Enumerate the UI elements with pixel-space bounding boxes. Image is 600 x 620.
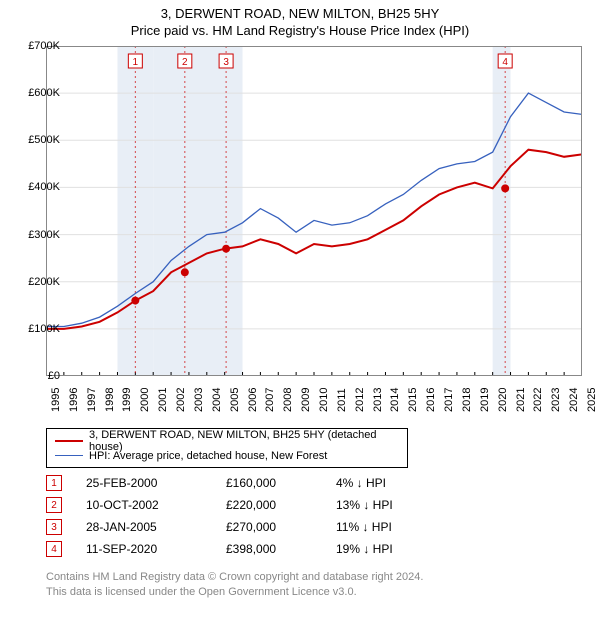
y-tick-label: £200K bbox=[28, 276, 60, 288]
sale-hpi-delta: 19% ↓ HPI bbox=[336, 542, 436, 556]
x-tick-label: 2014 bbox=[389, 388, 401, 412]
chart-title: 3, DERWENT ROAD, NEW MILTON, BH25 5HY bbox=[0, 0, 600, 21]
x-tick-label: 1999 bbox=[121, 388, 133, 412]
y-tick-label: £700K bbox=[28, 40, 60, 52]
sale-marker-icon: 2 bbox=[46, 497, 62, 513]
x-tick-label: 2015 bbox=[407, 388, 419, 412]
footer-line: This data is licensed under the Open Gov… bbox=[46, 585, 423, 600]
legend-row: 3, DERWENT ROAD, NEW MILTON, BH25 5HY (d… bbox=[55, 433, 399, 448]
svg-text:4: 4 bbox=[502, 57, 508, 68]
x-tick-label: 2022 bbox=[532, 388, 544, 412]
x-tick-label: 2017 bbox=[443, 388, 455, 412]
y-tick-label: £600K bbox=[28, 87, 60, 99]
x-tick-label: 2007 bbox=[264, 388, 276, 412]
x-tick-label: 2013 bbox=[372, 388, 384, 412]
sale-date: 28-JAN-2005 bbox=[86, 520, 226, 534]
x-tick-label: 1997 bbox=[86, 388, 98, 412]
chart-subtitle: Price paid vs. HM Land Registry's House … bbox=[0, 21, 600, 38]
y-tick-label: £500K bbox=[28, 134, 60, 146]
sale-date: 10-OCT-2002 bbox=[86, 498, 226, 512]
x-tick-label: 2003 bbox=[193, 388, 205, 412]
sale-hpi-delta: 4% ↓ HPI bbox=[336, 476, 436, 490]
sales-row: 2 10-OCT-2002£220,00013% ↓ HPI bbox=[46, 494, 436, 516]
x-tick-label: 2025 bbox=[586, 388, 598, 412]
x-tick-label: 2008 bbox=[282, 388, 294, 412]
y-tick-label: £400K bbox=[28, 181, 60, 193]
sale-date: 11-SEP-2020 bbox=[86, 542, 226, 556]
y-tick-label: £0 bbox=[48, 370, 60, 382]
x-tick-label: 2021 bbox=[515, 388, 527, 412]
x-tick-label: 2004 bbox=[211, 388, 223, 412]
legend-swatch bbox=[55, 440, 83, 442]
x-tick-label: 2012 bbox=[354, 388, 366, 412]
x-tick-label: 1998 bbox=[104, 388, 116, 412]
x-tick-label: 2019 bbox=[479, 388, 491, 412]
x-tick-label: 2023 bbox=[550, 388, 562, 412]
sale-price: £398,000 bbox=[226, 542, 336, 556]
sale-marker-icon: 4 bbox=[46, 541, 62, 557]
chart-container: 3, DERWENT ROAD, NEW MILTON, BH25 5HY Pr… bbox=[0, 0, 600, 620]
x-tick-label: 2024 bbox=[568, 388, 580, 412]
footer-line: Contains HM Land Registry data © Crown c… bbox=[46, 570, 423, 585]
sales-row: 4 11-SEP-2020£398,00019% ↓ HPI bbox=[46, 538, 436, 560]
sale-hpi-delta: 13% ↓ HPI bbox=[336, 498, 436, 512]
sale-price: £220,000 bbox=[226, 498, 336, 512]
sale-price: £270,000 bbox=[226, 520, 336, 534]
chart-svg: 1 2 3 4 bbox=[46, 46, 582, 376]
x-tick-label: 2006 bbox=[247, 388, 259, 412]
x-tick-label: 2016 bbox=[425, 388, 437, 412]
x-tick-label: 1996 bbox=[68, 388, 80, 412]
x-tick-label: 2009 bbox=[300, 388, 312, 412]
sales-row: 3 28-JAN-2005£270,00011% ↓ HPI bbox=[46, 516, 436, 538]
legend-swatch bbox=[55, 455, 83, 456]
x-tick-label: 2001 bbox=[157, 388, 169, 412]
y-tick-label: £100K bbox=[28, 323, 60, 335]
legend: 3, DERWENT ROAD, NEW MILTON, BH25 5HY (d… bbox=[46, 428, 408, 468]
x-tick-label: 2005 bbox=[229, 388, 241, 412]
footer: Contains HM Land Registry data © Crown c… bbox=[46, 570, 423, 600]
x-tick-label: 2010 bbox=[318, 388, 330, 412]
sale-price: £160,000 bbox=[226, 476, 336, 490]
y-tick-label: £300K bbox=[28, 229, 60, 241]
x-tick-label: 2018 bbox=[461, 388, 473, 412]
x-tick-label: 2020 bbox=[497, 388, 509, 412]
sale-marker-icon: 1 bbox=[46, 475, 62, 491]
svg-text:3: 3 bbox=[223, 57, 229, 68]
svg-text:1: 1 bbox=[133, 57, 139, 68]
sales-table: 1 25-FEB-2000£160,0004% ↓ HPI 2 10-OCT-2002… bbox=[46, 472, 436, 560]
x-tick-label: 2002 bbox=[175, 388, 187, 412]
x-tick-label: 1995 bbox=[50, 388, 62, 412]
chart-plot-area: 1 2 3 4 bbox=[46, 46, 582, 376]
legend-label: HPI: Average price, detached house, New … bbox=[89, 450, 327, 462]
x-tick-label: 2011 bbox=[336, 388, 348, 412]
x-tick-label: 2000 bbox=[139, 388, 151, 412]
sale-date: 25-FEB-2000 bbox=[86, 476, 226, 490]
sale-hpi-delta: 11% ↓ HPI bbox=[336, 520, 436, 534]
sale-marker-icon: 3 bbox=[46, 519, 62, 535]
sales-row: 1 25-FEB-2000£160,0004% ↓ HPI bbox=[46, 472, 436, 494]
svg-text:2: 2 bbox=[182, 57, 188, 68]
